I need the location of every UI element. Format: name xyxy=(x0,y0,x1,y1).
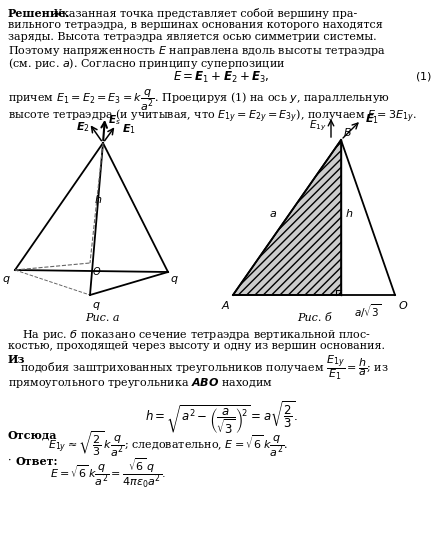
Text: $h$: $h$ xyxy=(94,193,102,205)
Text: заряды. Высота тетраэдра является осью симметрии системы.: заряды. Высота тетраэдра является осью с… xyxy=(8,32,377,42)
Text: $h$: $h$ xyxy=(345,207,353,219)
Text: $E = \boldsymbol{E}_1 + \boldsymbol{E}_2 + \boldsymbol{E}_3,$: $E = \boldsymbol{E}_1 + \boldsymbol{E}_2… xyxy=(173,70,269,85)
Text: $O$: $O$ xyxy=(92,265,101,277)
Text: Решение.: Решение. xyxy=(8,8,70,19)
Text: костью, проходящей через высоту и одну из вершин основания.: костью, проходящей через высоту и одну и… xyxy=(8,341,385,351)
Text: Отсюда: Отсюда xyxy=(8,430,57,441)
Text: $a/\sqrt{3}$: $a/\sqrt{3}$ xyxy=(354,302,382,320)
Text: Из: Из xyxy=(8,354,26,365)
Text: вильного тетраэдра, в вершинах основания которого находятся: вильного тетраэдра, в вершинах основания… xyxy=(8,20,383,30)
Text: Рис. б: Рис. б xyxy=(297,313,332,323)
Text: Ответ:: Ответ: xyxy=(16,456,58,467)
Text: $(1)$: $(1)$ xyxy=(415,70,432,83)
Text: высоте тетраэдра (и учитывая, что $E_{1y} = E_{2y} = E_{3y}$), получаем $E = 3E_: высоте тетраэдра (и учитывая, что $E_{1y… xyxy=(8,108,417,125)
Text: $B$: $B$ xyxy=(343,126,352,138)
Text: $\boldsymbol{E}_2$: $\boldsymbol{E}_2$ xyxy=(76,120,90,134)
Text: На рис. $б$ показано сечение тетраэдра вертикальной плос-: На рис. $б$ показано сечение тетраэдра в… xyxy=(8,328,371,342)
Polygon shape xyxy=(233,140,341,295)
Text: $q$: $q$ xyxy=(170,274,179,286)
Text: подобия заштрихованных треугольников получаем $\dfrac{E_{1y}}{E_1} = \dfrac{h}{a: подобия заштрихованных треугольников пол… xyxy=(20,354,389,382)
Text: Поэтому напряженность $E$ направлена вдоль высоты тетраэдра: Поэтому напряженность $E$ направлена вдо… xyxy=(8,44,385,58)
Text: $h = \sqrt{a^2 - \left(\dfrac{a}{\sqrt{3}}\right)^{\!2}} = a\sqrt{\dfrac{2}{3}}.: $h = \sqrt{a^2 - \left(\dfrac{a}{\sqrt{3… xyxy=(145,400,297,437)
Text: Рис. а: Рис. а xyxy=(85,313,119,323)
Text: прямоугольного треугольника $\boldsymbol{ABO}$ находим: прямоугольного треугольника $\boldsymbol… xyxy=(8,376,273,390)
Text: Указанная точка представляет собой вершину пра-: Указанная точка представляет собой верши… xyxy=(54,8,357,19)
Text: ·: · xyxy=(8,456,11,466)
Text: $q$: $q$ xyxy=(2,274,11,286)
Text: причем $E_1 = E_2 = E_3 = k\dfrac{q}{a^2}$. Проецируя (1) на ось $y$, параллельн: причем $E_1 = E_2 = E_3 = k\dfrac{q}{a^2… xyxy=(8,88,390,113)
Text: $q$: $q$ xyxy=(92,300,101,312)
Text: $O$: $O$ xyxy=(398,299,408,311)
Text: $a$: $a$ xyxy=(269,209,277,219)
Text: $\boldsymbol{E}_s$: $\boldsymbol{E}_s$ xyxy=(108,113,121,127)
Text: $E_{1y} \approx \sqrt{\dfrac{2}{3}}\,k\dfrac{q}{a^2}$; следовательно, $E = \sqrt: $E_{1y} \approx \sqrt{\dfrac{2}{3}}\,k\d… xyxy=(48,430,288,460)
Text: $E = \sqrt{6}\,k\dfrac{q}{a^2} = \dfrac{\sqrt{6}\,q}{4\pi\varepsilon_0 a^2}.$: $E = \sqrt{6}\,k\dfrac{q}{a^2} = \dfrac{… xyxy=(50,456,166,490)
Text: $\boldsymbol{E}_1$: $\boldsymbol{E}_1$ xyxy=(122,122,136,136)
Text: (см. рис. $a$). Согласно принципу суперпозиции: (см. рис. $a$). Согласно принципу суперп… xyxy=(8,56,285,71)
Text: $A$: $A$ xyxy=(221,299,230,311)
Text: $E_{1y}$: $E_{1y}$ xyxy=(309,118,327,133)
Text: $\boldsymbol{E}_1$: $\boldsymbol{E}_1$ xyxy=(365,112,379,126)
